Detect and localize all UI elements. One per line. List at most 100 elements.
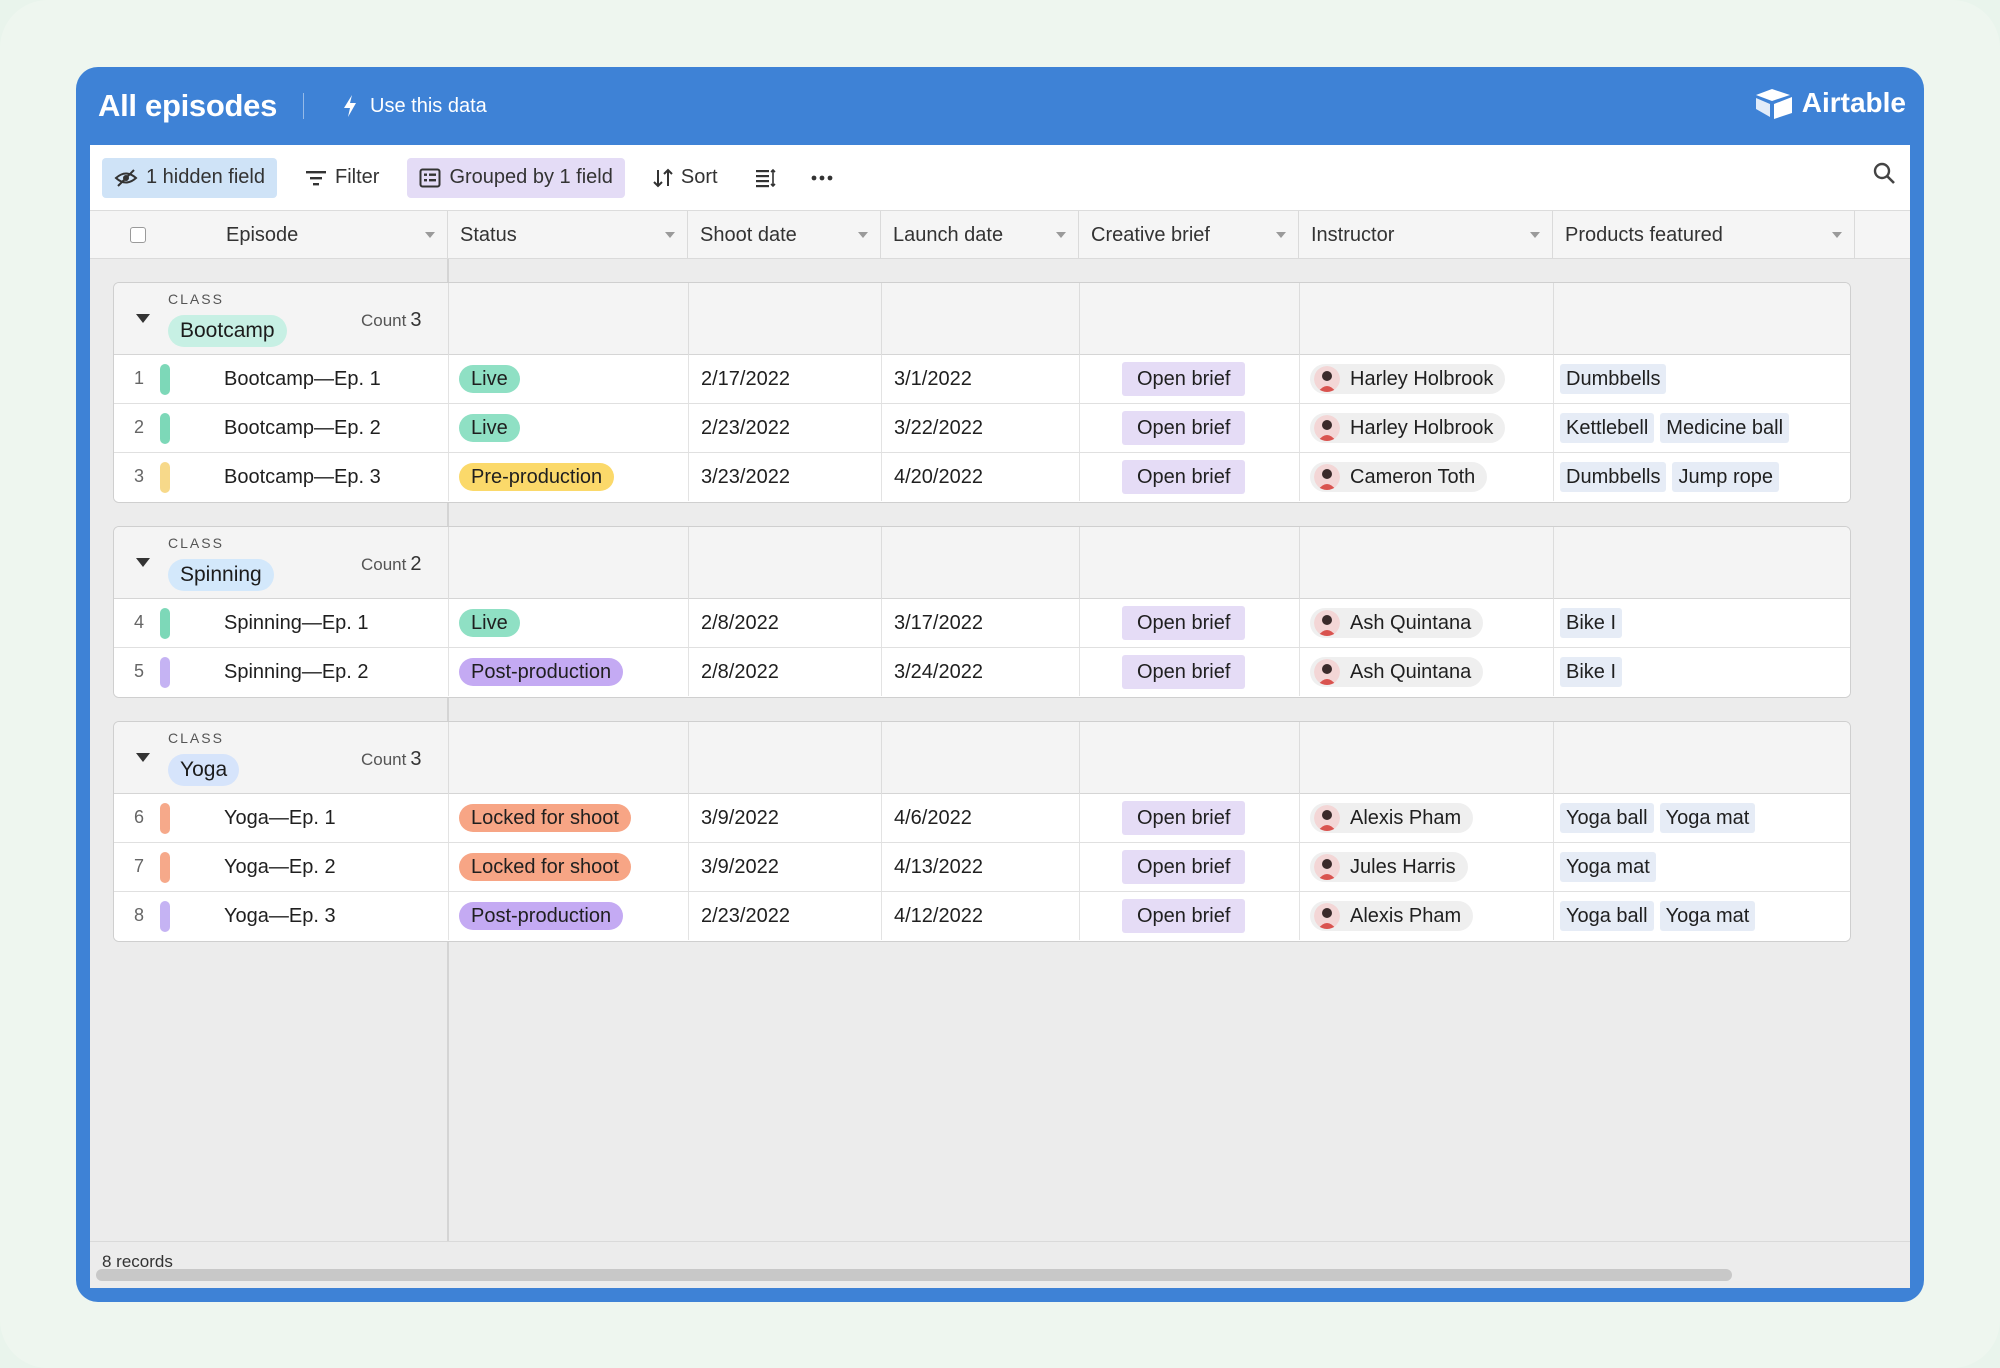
table-row[interactable]: 4 Spinning—Ep. 1 Live 2/8/2022 3/17/2022 Open… bbox=[114, 599, 1850, 648]
products-cell[interactable]: Kettlebell Medicine ball bbox=[1554, 404, 1850, 452]
shoot-date-cell[interactable]: 2/8/2022 bbox=[689, 599, 882, 647]
shoot-date-cell[interactable]: 2/17/2022 bbox=[689, 355, 882, 403]
launch-date-cell[interactable]: 3/24/2022 bbox=[882, 648, 1080, 696]
products-cell[interactable]: Yoga ball Yoga mat bbox=[1554, 794, 1850, 842]
group-button[interactable]: Grouped by 1 field bbox=[407, 157, 625, 198]
search-button[interactable] bbox=[1872, 161, 1896, 190]
status-cell[interactable]: Live bbox=[449, 355, 689, 403]
episode-cell[interactable]: 6 Yoga—Ep. 1 bbox=[114, 794, 449, 842]
chevron-down-icon[interactable] bbox=[1056, 232, 1066, 238]
group-header[interactable]: CLASS Spinning Count 2 bbox=[114, 527, 1850, 599]
status-cell[interactable]: Pre-production bbox=[449, 453, 689, 501]
select-all-checkbox[interactable] bbox=[130, 227, 146, 243]
open-brief-button[interactable]: Open brief bbox=[1122, 411, 1246, 445]
status-cell[interactable]: Post-production bbox=[449, 648, 689, 696]
table-row[interactable]: 8 Yoga—Ep. 3 Post-production 2/23/2022 4/12/… bbox=[114, 892, 1850, 941]
horizontal-scrollbar[interactable] bbox=[96, 1269, 1732, 1281]
collapse-caret-icon[interactable] bbox=[136, 314, 150, 323]
episode-cell[interactable]: 7 Yoga—Ep. 2 bbox=[114, 843, 449, 891]
shoot-date-cell[interactable]: 2/23/2022 bbox=[689, 892, 882, 940]
table-row[interactable]: 7 Yoga—Ep. 2 Locked for shoot 3/9/2022 4/13/… bbox=[114, 843, 1850, 892]
instructor-chip[interactable]: Alexis Pham bbox=[1310, 901, 1474, 931]
instructor-cell[interactable]: Ash Quintana bbox=[1300, 648, 1554, 696]
launch-date-cell[interactable]: 4/12/2022 bbox=[882, 892, 1080, 940]
instructor-chip[interactable]: Harley Holbrook bbox=[1310, 413, 1506, 443]
chevron-down-icon[interactable] bbox=[425, 232, 435, 238]
shoot-date-cell[interactable]: 2/8/2022 bbox=[689, 648, 882, 696]
column-header-launch-date[interactable]: Launch date bbox=[881, 211, 1079, 259]
more-options-button[interactable] bbox=[802, 158, 842, 198]
products-cell[interactable]: Yoga mat bbox=[1554, 843, 1850, 891]
open-brief-button[interactable]: Open brief bbox=[1122, 606, 1246, 640]
collapse-caret-icon[interactable] bbox=[136, 558, 150, 567]
instructor-chip[interactable]: Ash Quintana bbox=[1310, 657, 1484, 687]
table-row[interactable]: 5 Spinning—Ep. 2 Post-production 2/8/2022 3/… bbox=[114, 648, 1850, 697]
episode-cell[interactable]: 3 Bootcamp—Ep. 3 bbox=[114, 453, 449, 501]
chevron-down-icon[interactable] bbox=[665, 232, 675, 238]
open-brief-button[interactable]: Open brief bbox=[1122, 899, 1246, 933]
instructor-cell[interactable]: Ash Quintana bbox=[1300, 599, 1554, 647]
open-brief-button[interactable]: Open brief bbox=[1122, 655, 1246, 689]
instructor-chip[interactable]: Ash Quintana bbox=[1310, 608, 1484, 638]
hidden-fields-button[interactable]: 1 hidden field bbox=[102, 157, 277, 198]
row-height-button[interactable] bbox=[746, 158, 786, 198]
shoot-date-cell[interactable]: 3/23/2022 bbox=[689, 453, 882, 501]
status-cell[interactable]: Locked for shoot bbox=[449, 843, 689, 891]
shoot-date-cell[interactable]: 2/23/2022 bbox=[689, 404, 882, 452]
collapse-caret-icon[interactable] bbox=[136, 753, 150, 762]
column-header-instructor[interactable]: Instructor bbox=[1299, 211, 1553, 259]
products-cell[interactable]: Bike I bbox=[1554, 599, 1850, 647]
table-row[interactable]: 3 Bootcamp—Ep. 3 Pre-production 3/23/2022 4/… bbox=[114, 453, 1850, 502]
column-header-shoot-date[interactable]: Shoot date bbox=[688, 211, 881, 259]
instructor-chip[interactable]: Cameron Toth bbox=[1310, 462, 1488, 492]
column-header-creative-brief[interactable]: Creative brief bbox=[1079, 211, 1299, 259]
instructor-cell[interactable]: Jules Harris bbox=[1300, 843, 1554, 891]
table-row[interactable]: 1 Bootcamp—Ep. 1 Live 2/17/2022 3/1/2022 Open… bbox=[114, 355, 1850, 404]
shoot-date-cell[interactable]: 3/9/2022 bbox=[689, 794, 882, 842]
episode-cell[interactable]: 2 Bootcamp—Ep. 2 bbox=[114, 404, 449, 452]
column-header-episode[interactable]: Episode bbox=[90, 211, 448, 259]
episode-cell[interactable]: 1 Bootcamp—Ep. 1 bbox=[114, 355, 449, 403]
launch-date-cell[interactable]: 4/20/2022 bbox=[882, 453, 1080, 501]
instructor-cell[interactable]: Cameron Toth bbox=[1300, 453, 1554, 501]
instructor-cell[interactable]: Alexis Pham bbox=[1300, 794, 1554, 842]
open-brief-button[interactable]: Open brief bbox=[1122, 362, 1246, 396]
column-header-products-featured[interactable]: Products featured bbox=[1553, 211, 1855, 259]
shoot-date-cell[interactable]: 3/9/2022 bbox=[689, 843, 882, 891]
episode-cell[interactable]: 5 Spinning—Ep. 2 bbox=[114, 648, 449, 696]
column-header-status[interactable]: Status bbox=[448, 211, 688, 259]
open-brief-button[interactable]: Open brief bbox=[1122, 801, 1246, 835]
table-row[interactable]: 2 Bootcamp—Ep. 2 Live 2/23/2022 3/22/2022 Ope… bbox=[114, 404, 1850, 453]
products-cell[interactable]: Dumbbells Jump rope bbox=[1554, 453, 1850, 501]
chevron-down-icon[interactable] bbox=[1276, 232, 1286, 238]
table-row[interactable]: 6 Yoga—Ep. 1 Locked for shoot 3/9/2022 4/6/2… bbox=[114, 794, 1850, 843]
group-header[interactable]: CLASS Yoga Count 3 bbox=[114, 722, 1850, 794]
instructor-chip[interactable]: Harley Holbrook bbox=[1310, 364, 1506, 394]
instructor-cell[interactable]: Harley Holbrook bbox=[1300, 355, 1554, 403]
status-cell[interactable]: Live bbox=[449, 599, 689, 647]
episode-cell[interactable]: 8 Yoga—Ep. 3 bbox=[114, 892, 449, 940]
status-cell[interactable]: Locked for shoot bbox=[449, 794, 689, 842]
chevron-down-icon[interactable] bbox=[1530, 232, 1540, 238]
status-cell[interactable]: Post-production bbox=[449, 892, 689, 940]
filter-button[interactable]: Filter bbox=[293, 158, 391, 198]
use-this-data-button[interactable]: Use this data bbox=[342, 94, 487, 118]
products-cell[interactable]: Dumbbells bbox=[1554, 355, 1850, 403]
products-cell[interactable]: Yoga ball Yoga mat bbox=[1554, 892, 1850, 940]
launch-date-cell[interactable]: 3/22/2022 bbox=[882, 404, 1080, 452]
launch-date-cell[interactable]: 4/13/2022 bbox=[882, 843, 1080, 891]
launch-date-cell[interactable]: 3/1/2022 bbox=[882, 355, 1080, 403]
chevron-down-icon[interactable] bbox=[858, 232, 868, 238]
instructor-chip[interactable]: Alexis Pham bbox=[1310, 803, 1474, 833]
instructor-chip[interactable]: Jules Harris bbox=[1310, 852, 1468, 882]
instructor-cell[interactable]: Harley Holbrook bbox=[1300, 404, 1554, 452]
launch-date-cell[interactable]: 4/6/2022 bbox=[882, 794, 1080, 842]
open-brief-button[interactable]: Open brief bbox=[1122, 460, 1246, 494]
sort-button[interactable]: Sort bbox=[641, 158, 730, 198]
products-cell[interactable]: Bike I bbox=[1554, 648, 1850, 696]
status-cell[interactable]: Live bbox=[449, 404, 689, 452]
episode-cell[interactable]: 4 Spinning—Ep. 1 bbox=[114, 599, 449, 647]
open-brief-button[interactable]: Open brief bbox=[1122, 850, 1246, 884]
launch-date-cell[interactable]: 3/17/2022 bbox=[882, 599, 1080, 647]
instructor-cell[interactable]: Alexis Pham bbox=[1300, 892, 1554, 940]
